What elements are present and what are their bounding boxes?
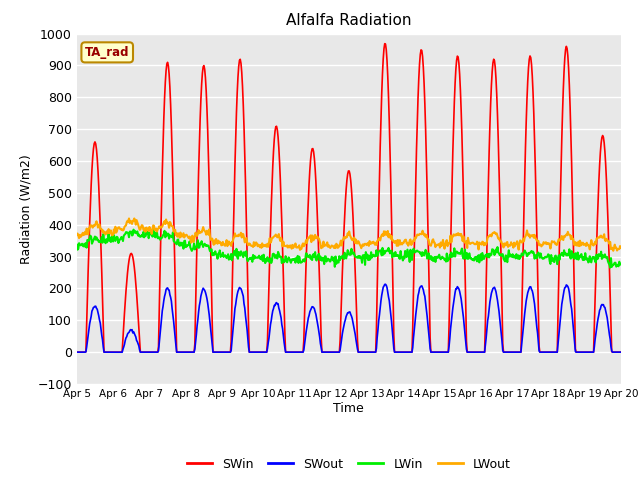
- Text: TA_rad: TA_rad: [85, 46, 129, 59]
- Title: Alfalfa Radiation: Alfalfa Radiation: [286, 13, 412, 28]
- X-axis label: Time: Time: [333, 402, 364, 415]
- Y-axis label: Radiation (W/m2): Radiation (W/m2): [19, 154, 32, 264]
- Legend: SWin, SWout, LWin, LWout: SWin, SWout, LWin, LWout: [182, 453, 516, 476]
